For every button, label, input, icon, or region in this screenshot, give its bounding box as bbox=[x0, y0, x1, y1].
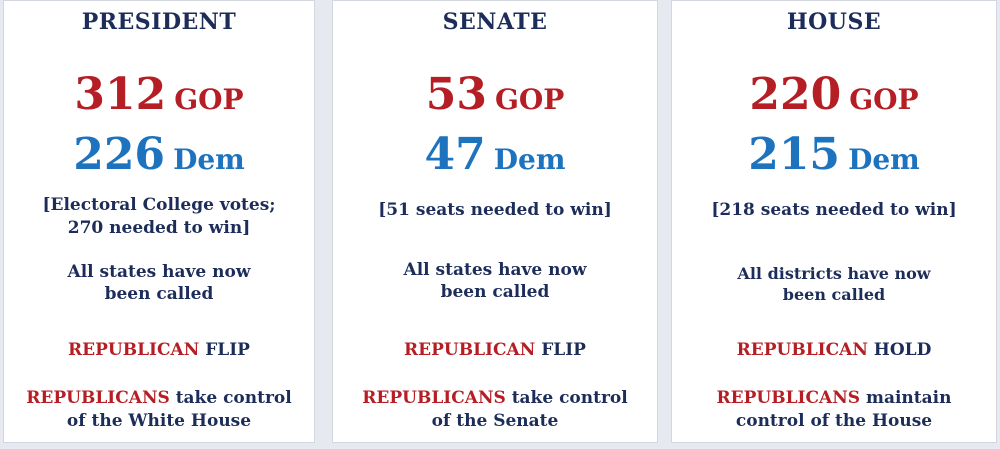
president-title: PRESIDENT bbox=[81, 9, 237, 35]
senate-status-word: FLIP bbox=[541, 340, 586, 360]
senate-gop-label: GOP bbox=[494, 83, 565, 116]
senate-control-line2: of the Senate bbox=[431, 411, 559, 431]
house-status-word: HOLD bbox=[873, 340, 932, 360]
house-dem-label: Dem bbox=[848, 143, 920, 176]
president-gop-value: 312 bbox=[74, 69, 167, 120]
house-called: All districts have now been called bbox=[672, 263, 996, 305]
president-control-party: REPUBLICANS bbox=[26, 388, 170, 408]
house-control: REPUBLICANS maintain control of the Hous… bbox=[672, 387, 996, 433]
house-dem-line: 215 Dem bbox=[672, 129, 996, 180]
president-note-line1: [Electoral College votes; bbox=[42, 195, 276, 215]
senate-dem-value: 47 bbox=[424, 129, 486, 180]
house-title: HOUSE bbox=[786, 9, 882, 35]
senate-dem-label: Dem bbox=[493, 143, 566, 176]
house-control-party: REPUBLICANS bbox=[716, 388, 861, 408]
house-called-line1: All districts have now bbox=[737, 264, 931, 283]
president-control-line2: of the White House bbox=[66, 411, 252, 431]
president-called: All states have now been called bbox=[4, 261, 314, 305]
president-card: PRESIDENT 312 GOP 226 Dem [Electoral Colle… bbox=[3, 0, 315, 443]
president-dem-label: Dem bbox=[173, 143, 245, 176]
house-status: REPUBLICAN HOLD bbox=[672, 340, 996, 360]
senate-dem-line: 47 Dem bbox=[333, 129, 657, 180]
house-card: HOUSE 220 GOP 215 Dem [218 seats needed to… bbox=[671, 0, 997, 443]
senate-called-line2: been called bbox=[440, 282, 550, 302]
senate-status-party: REPUBLICAN bbox=[404, 340, 536, 360]
house-gop-line: 220 GOP bbox=[672, 69, 996, 120]
president-gop-line: 312 GOP bbox=[4, 69, 314, 120]
senate-status: REPUBLICAN FLIP bbox=[333, 340, 657, 360]
president-called-line2: been called bbox=[104, 284, 214, 304]
president-note: [Electoral College votes; 270 needed to … bbox=[4, 194, 314, 240]
house-dem-value: 215 bbox=[748, 129, 841, 180]
senate-card: SENATE 53 GOP 47 Dem [51 seats needed to w… bbox=[332, 0, 658, 443]
senate-gop-value: 53 bbox=[425, 69, 487, 120]
senate-note: [51 seats needed to win] bbox=[333, 199, 657, 222]
president-status-party: REPUBLICAN bbox=[68, 340, 200, 360]
senate-control-rest: take control bbox=[511, 388, 628, 408]
president-control-rest: take control bbox=[175, 388, 292, 408]
president-gop-label: GOP bbox=[174, 83, 244, 116]
president-dem-value: 226 bbox=[73, 129, 166, 180]
house-note: [218 seats needed to win] bbox=[672, 199, 996, 222]
president-control: REPUBLICANS take control of the White Ho… bbox=[4, 387, 314, 433]
house-called-line2: been called bbox=[782, 285, 886, 304]
house-control-line2: control of the House bbox=[735, 411, 933, 431]
house-control-rest: maintain bbox=[865, 388, 952, 408]
house-gop-label: GOP bbox=[849, 83, 919, 116]
senate-note-line1: [51 seats needed to win] bbox=[378, 200, 612, 220]
senate-gop-line: 53 GOP bbox=[333, 69, 657, 120]
senate-control-party: REPUBLICANS bbox=[362, 388, 506, 408]
house-note-line1: [218 seats needed to win] bbox=[711, 200, 957, 220]
president-status: REPUBLICAN FLIP bbox=[4, 340, 314, 360]
house-status-party: REPUBLICAN bbox=[736, 340, 868, 360]
house-gop-value: 220 bbox=[749, 69, 842, 120]
senate-called: All states have now been called bbox=[333, 259, 657, 303]
president-status-word: FLIP bbox=[205, 340, 250, 360]
president-note-line2: 270 needed to win] bbox=[67, 218, 251, 238]
senate-called-line1: All states have now bbox=[403, 260, 587, 280]
senate-title: SENATE bbox=[442, 9, 548, 35]
president-called-line1: All states have now bbox=[67, 262, 251, 282]
senate-control: REPUBLICANS take control of the Senate bbox=[333, 387, 657, 433]
president-dem-line: 226 Dem bbox=[4, 129, 314, 180]
